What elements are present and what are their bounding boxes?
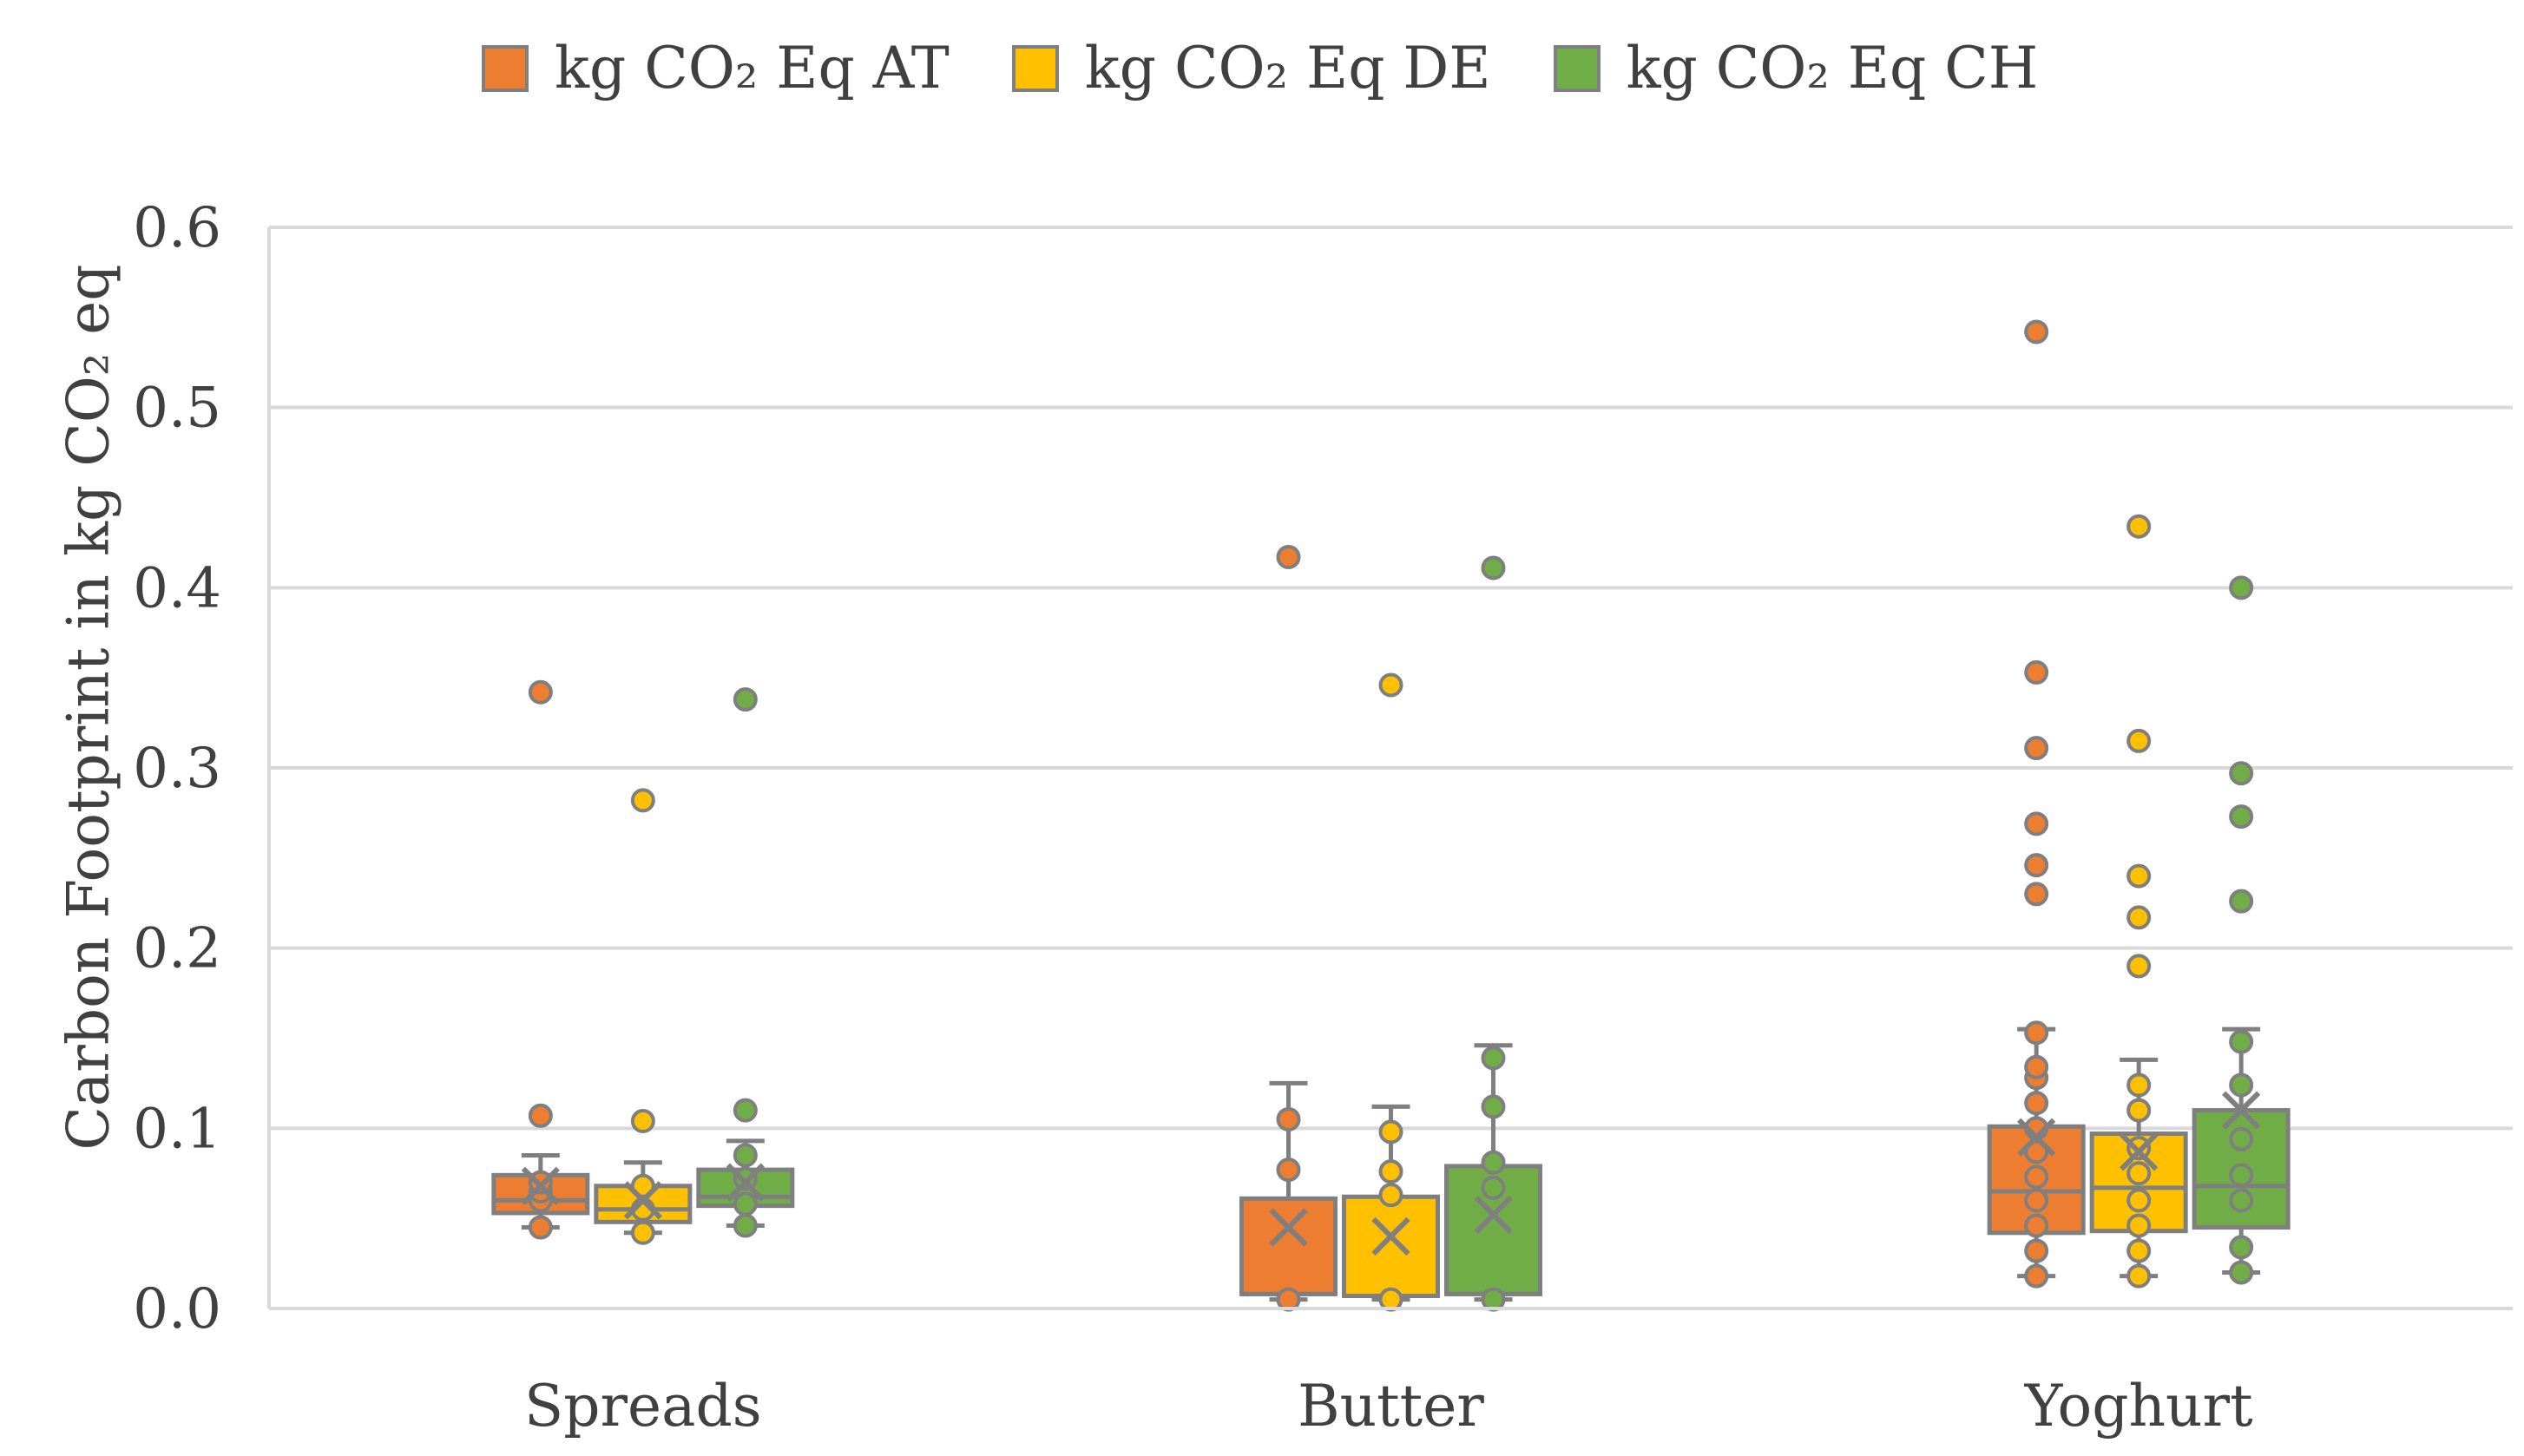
mean-marker [521,1166,560,1205]
data-point [2024,1054,2049,1079]
legend: kg CO₂ Eq AT kg CO₂ Eq DE kg CO₂ Eq CH [482,35,2100,102]
data-point [2024,853,2049,878]
y-tick-label: 0.2 [133,917,221,981]
data-point [1276,1106,1301,1131]
box [1342,1194,1440,1298]
mean-marker [623,1181,662,1220]
legend-item-at: kg CO₂ Eq AT [482,35,950,102]
data-point [2126,954,2152,979]
x-tick-label: Butter [1298,1373,1484,1440]
data-point [1378,672,1403,698]
data-point [2229,1072,2254,1098]
data-point [2229,575,2254,600]
legend-swatch-de [1011,44,1059,92]
data-point [2024,736,2049,761]
y-tick-label: 0.3 [133,737,221,801]
data-point [528,679,553,705]
data-point [2024,1263,2049,1289]
data-point [2126,1072,2152,1098]
data-point [2126,1098,2152,1123]
data-point [2229,1235,2254,1260]
data-point [630,1109,655,1134]
data-point [2229,761,2254,786]
data-point [1378,1183,1403,1208]
data-point [2229,889,2254,914]
mean-marker [2222,1091,2261,1130]
legend-swatch-ch [1553,44,1601,92]
data-point [630,788,655,813]
data-point [1481,555,1506,580]
mean-marker [1269,1208,1308,1247]
legend-swatch-at [482,44,529,92]
data-point [2024,1164,2049,1190]
data-point [1481,1094,1506,1119]
data-point [2024,319,2049,344]
data-point [630,1173,655,1198]
data-point [2126,1213,2152,1238]
data-point [2126,1188,2152,1213]
data-point [2126,728,2152,753]
y-tick-label: 0.6 [133,196,221,260]
data-point [2024,1139,2049,1164]
data-point [2126,905,2152,930]
data-point [2126,514,2152,539]
y-tick-label: 0.0 [133,1277,221,1341]
data-point [2024,1091,2049,1116]
data-point [2024,811,2049,836]
y-tick-label: 0.1 [133,1097,221,1161]
data-point [528,1103,553,1128]
data-point [733,1213,758,1238]
data-point [1481,1046,1506,1071]
mean-marker [2120,1132,2159,1171]
data-point [2024,1213,2049,1238]
mean-marker [1371,1217,1410,1256]
legend-label-at: kg CO₂ Eq AT [555,35,950,102]
data-point [1481,1150,1506,1175]
x-tick-label: Yoghurt [2024,1373,2253,1440]
data-point [1481,1175,1506,1200]
data-point [733,1143,758,1168]
data-point [2229,1163,2254,1188]
legend-item-de: kg CO₂ Eq DE [1011,35,1491,102]
data-point [2126,863,2152,889]
data-point [2024,882,2049,907]
data-point [2126,1263,2152,1289]
data-point [733,1098,758,1123]
y-tick-label: 0.5 [133,377,221,441]
data-point [2024,1020,2049,1046]
legend-label-ch: kg CO₂ Eq CH [1626,35,2039,102]
mean-marker [1474,1195,1513,1235]
data-point [2024,659,2049,685]
data-point [2024,1188,2049,1213]
data-point [2126,1161,2152,1186]
box [1239,1196,1338,1296]
mean-marker [726,1163,765,1202]
data-point [528,1215,553,1240]
data-point [1378,1159,1403,1184]
data-point [630,1220,655,1245]
data-point [1378,1119,1403,1144]
data-point [733,1191,758,1217]
y-tick-label: 0.4 [133,556,221,620]
data-point [2229,1126,2254,1151]
data-point [2229,1188,2254,1213]
legend-item-ch: kg CO₂ Eq CH [1553,35,2039,102]
data-point [2024,1238,2049,1263]
data-point [733,687,758,712]
data-point [2126,1238,2152,1263]
data-point [2229,1029,2254,1054]
legend-label-de: kg CO₂ Eq DE [1084,35,1491,102]
x-tick-label: Spreads [524,1373,762,1440]
data-point [2229,1260,2254,1285]
data-point [2229,804,2254,830]
data-point [1276,1158,1301,1183]
data-point [1276,545,1301,570]
mean-marker [2017,1118,2056,1157]
